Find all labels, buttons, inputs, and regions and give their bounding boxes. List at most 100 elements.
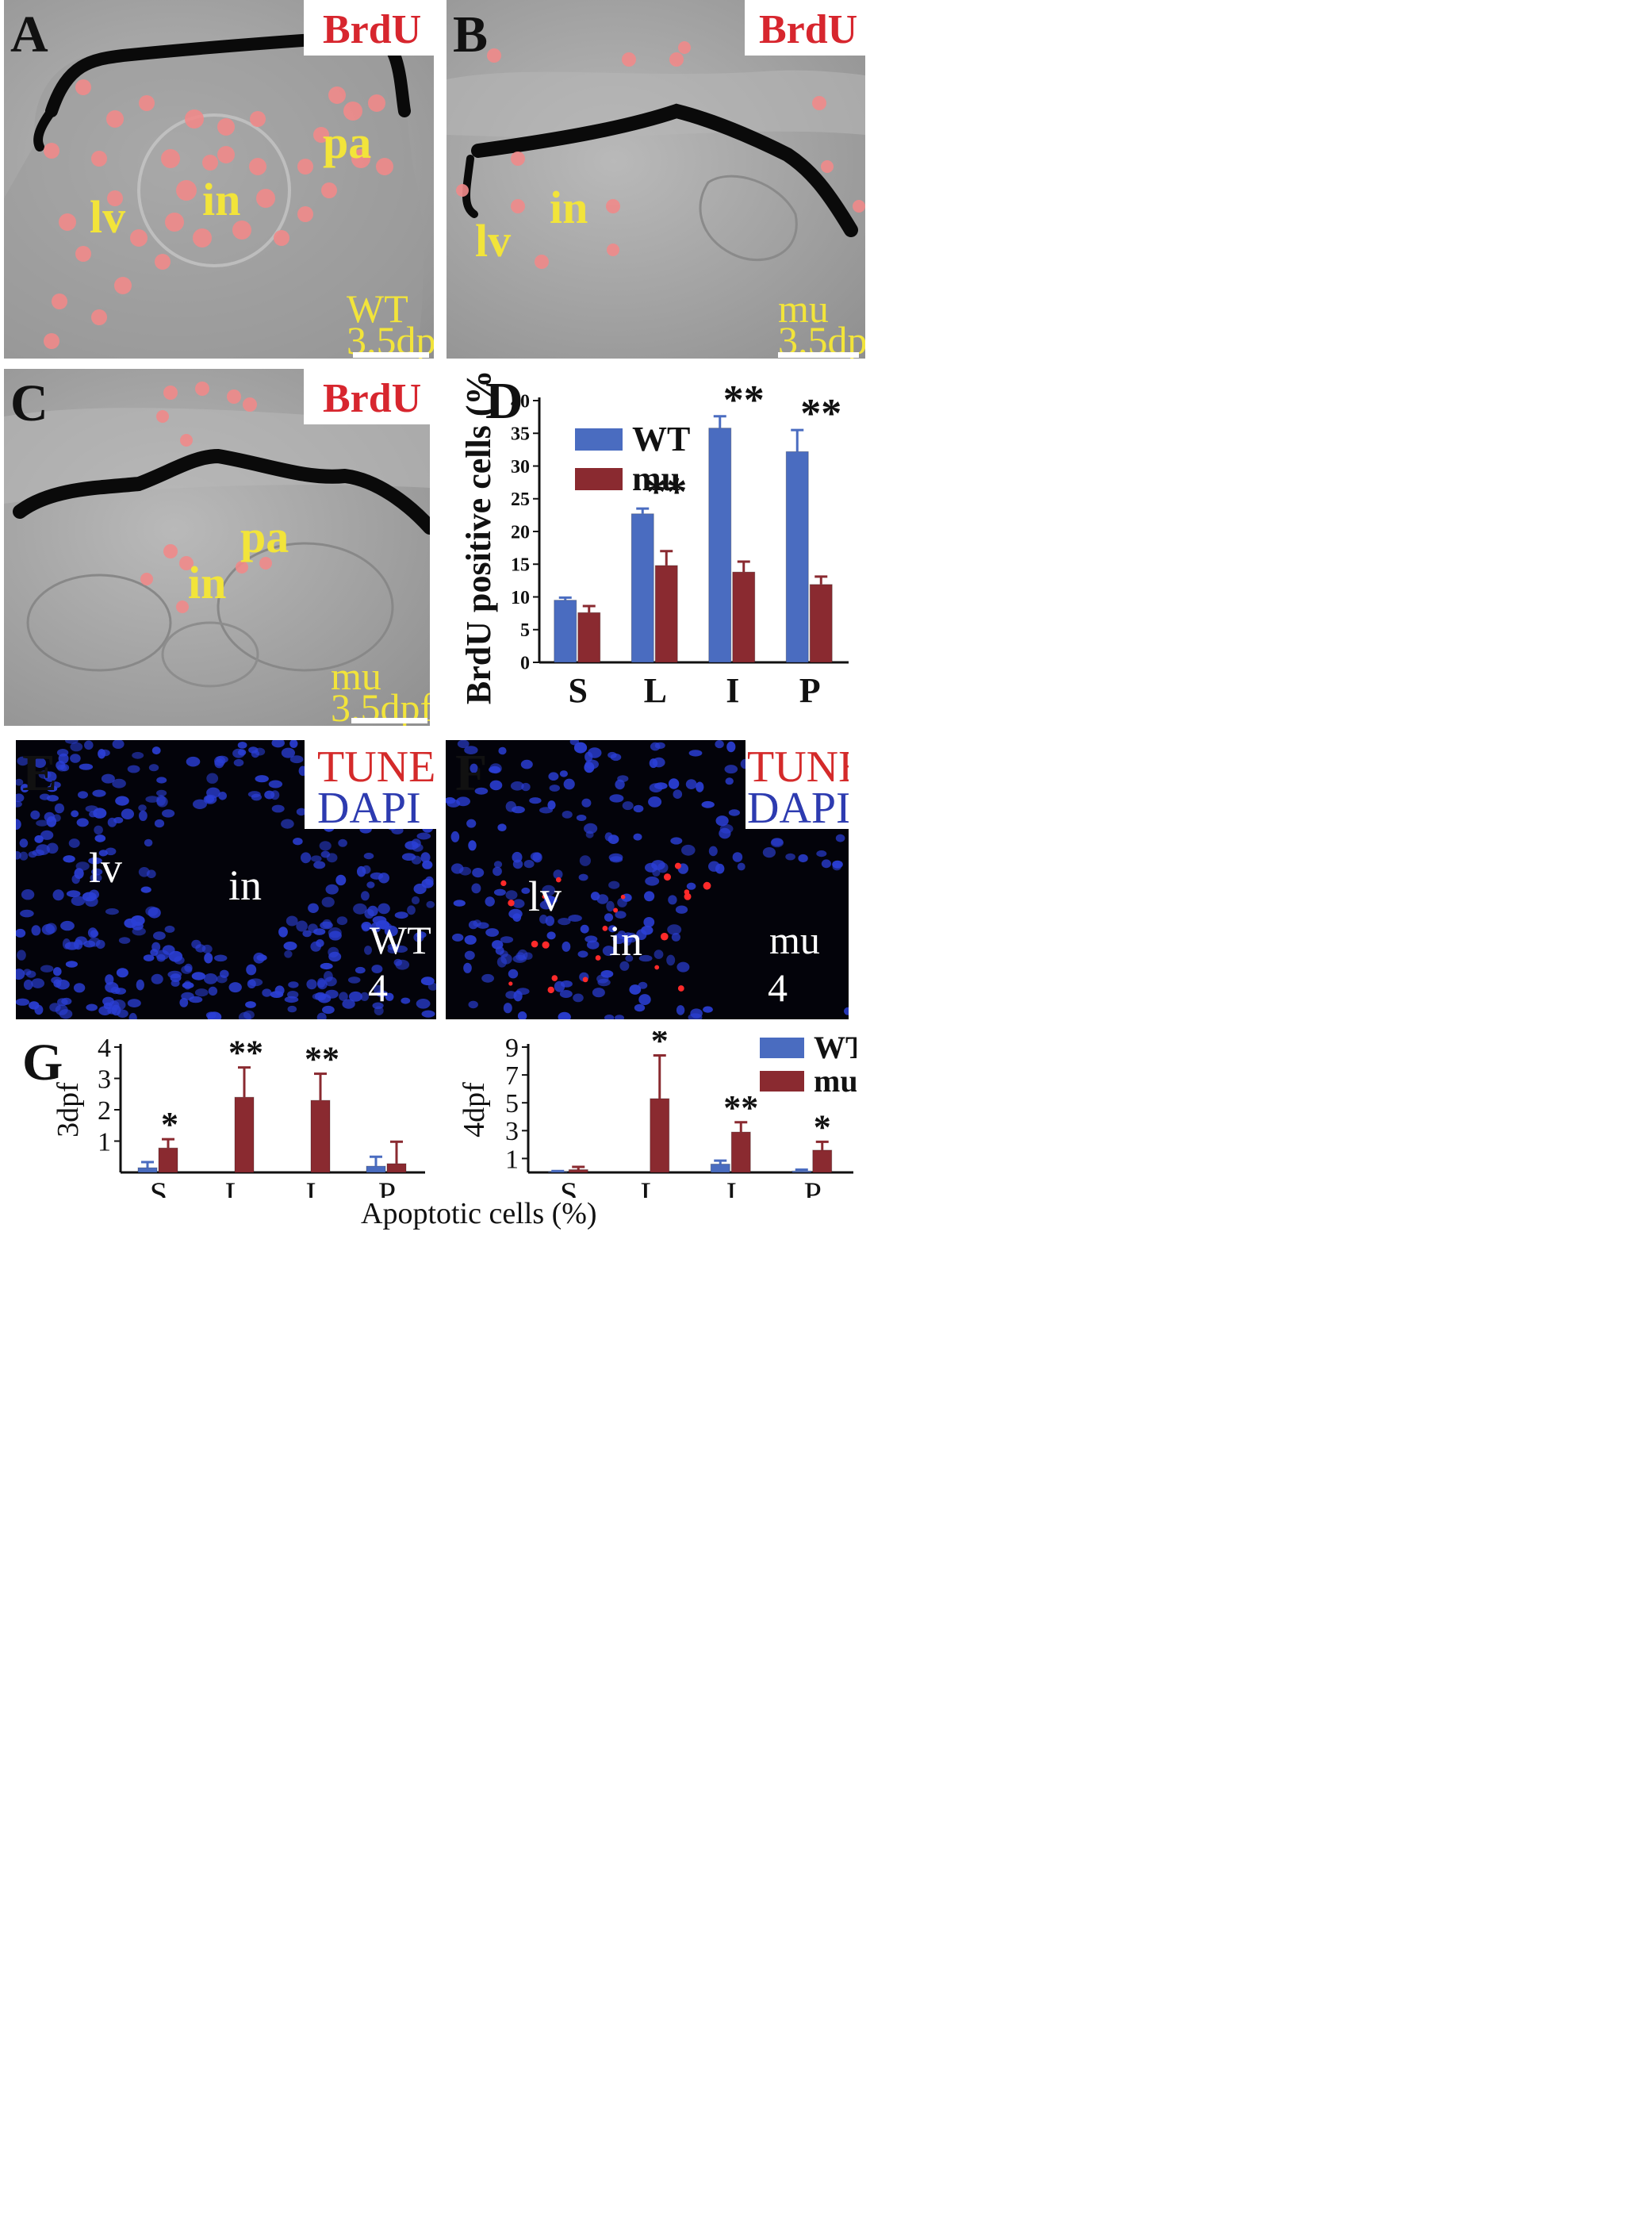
category-label: L	[225, 1176, 244, 1198]
nucleus	[456, 796, 470, 807]
nucleus	[844, 1007, 849, 1015]
nucleus	[701, 800, 715, 808]
nucleus	[70, 754, 81, 763]
significance-mark: *	[651, 1031, 669, 1061]
nucleus	[151, 746, 161, 755]
nucleus	[20, 909, 34, 918]
nucleus	[60, 920, 75, 931]
panel-e-label-in: in	[228, 861, 263, 909]
nucleus	[394, 911, 408, 919]
nucleus	[489, 780, 503, 791]
nucleus	[568, 915, 582, 922]
nucleus	[206, 773, 219, 784]
nucleus	[785, 853, 795, 861]
panel-b-micrograph: BrdU B in lv mu 3.5dpf	[447, 0, 865, 359]
nucleus	[70, 742, 83, 752]
nucleus	[426, 900, 435, 908]
nucleus	[112, 778, 126, 788]
nucleus	[708, 846, 718, 857]
nucleus	[577, 950, 588, 958]
nucleus	[464, 934, 477, 945]
nucleus	[73, 939, 83, 950]
apoptotic-signal	[684, 889, 690, 895]
panel-e-genotype: WT	[370, 918, 431, 962]
nucleus	[54, 803, 64, 814]
nucleus	[654, 950, 664, 959]
bar-mu	[650, 1098, 670, 1173]
y-tick-label: 4	[98, 1034, 111, 1063]
nucleus	[105, 847, 117, 856]
nucleus	[715, 815, 729, 827]
nucleus	[608, 834, 619, 844]
nucleus	[308, 903, 319, 913]
apoptotic-signal	[582, 976, 588, 983]
bar-mu	[654, 565, 678, 663]
nucleus	[832, 860, 843, 869]
nucleus	[521, 887, 531, 894]
apoptotic-signal	[677, 985, 684, 992]
nucleus	[360, 992, 370, 1001]
apoptotic-signal	[602, 926, 608, 931]
panel-f-label-lv: lv	[528, 873, 562, 920]
nucleus	[619, 961, 630, 971]
apoptotic-signal	[547, 986, 554, 994]
nucleus	[728, 809, 740, 816]
y-tick-label: 2	[98, 1096, 111, 1126]
nucleus	[151, 973, 163, 984]
nucleus	[677, 961, 690, 973]
nucleus	[91, 868, 103, 876]
panel-a-label-lv: lv	[90, 191, 126, 243]
panel-a-letter: A	[10, 6, 48, 63]
apoptotic-signal	[684, 892, 692, 900]
nucleus	[139, 810, 148, 821]
nucleus	[496, 957, 507, 968]
nucleus	[287, 1005, 297, 1013]
nucleus	[17, 950, 26, 961]
nucleus	[92, 789, 106, 797]
y-tick-label: 35	[511, 424, 530, 445]
nucleus	[189, 996, 203, 1003]
y-axis-label: 3dpf	[52, 1082, 85, 1138]
y-tick-label: 9	[505, 1034, 519, 1063]
nucleus	[63, 855, 75, 863]
nucleus	[271, 804, 285, 813]
panel-e-stain-box	[305, 740, 436, 829]
nucleus	[513, 990, 523, 1002]
nucleus	[253, 952, 265, 964]
nucleus	[558, 918, 571, 926]
nucleus	[497, 823, 507, 831]
nucleus	[194, 988, 209, 997]
nucleus	[155, 950, 170, 961]
panel-a-stage: 3.5dpf	[347, 318, 434, 359]
nucleus	[562, 941, 571, 952]
nucleus	[420, 852, 431, 863]
nucleus	[517, 1011, 527, 1019]
panel-e-dapi-label: DAPI	[317, 784, 421, 833]
nucleus	[576, 815, 587, 821]
legend-swatch-mu	[575, 468, 623, 490]
nucleus	[316, 1012, 327, 1019]
nucleus	[562, 811, 573, 819]
bar-wt	[708, 428, 732, 663]
nucleus	[573, 742, 588, 754]
bar-mu	[730, 1131, 751, 1173]
nucleus	[127, 765, 140, 773]
y-tick-label: 15	[511, 555, 530, 576]
nucleus	[205, 795, 215, 804]
nucleus	[324, 976, 337, 987]
apoptotic-signal	[620, 894, 626, 900]
panel-e-tunel-label: TUNEL	[317, 742, 436, 792]
nucleus	[228, 982, 242, 993]
nucleus	[457, 740, 470, 749]
nucleus	[816, 850, 827, 858]
category-label: P	[804, 1176, 822, 1198]
nucleus	[66, 890, 81, 898]
nucleus	[387, 943, 399, 950]
nucleus	[310, 941, 322, 952]
nucleus	[654, 782, 668, 790]
nucleus	[376, 990, 389, 998]
nucleus	[179, 998, 189, 1007]
nucleus	[90, 873, 102, 883]
nucleus	[338, 838, 347, 847]
y-tick-label: 1	[98, 1127, 111, 1157]
